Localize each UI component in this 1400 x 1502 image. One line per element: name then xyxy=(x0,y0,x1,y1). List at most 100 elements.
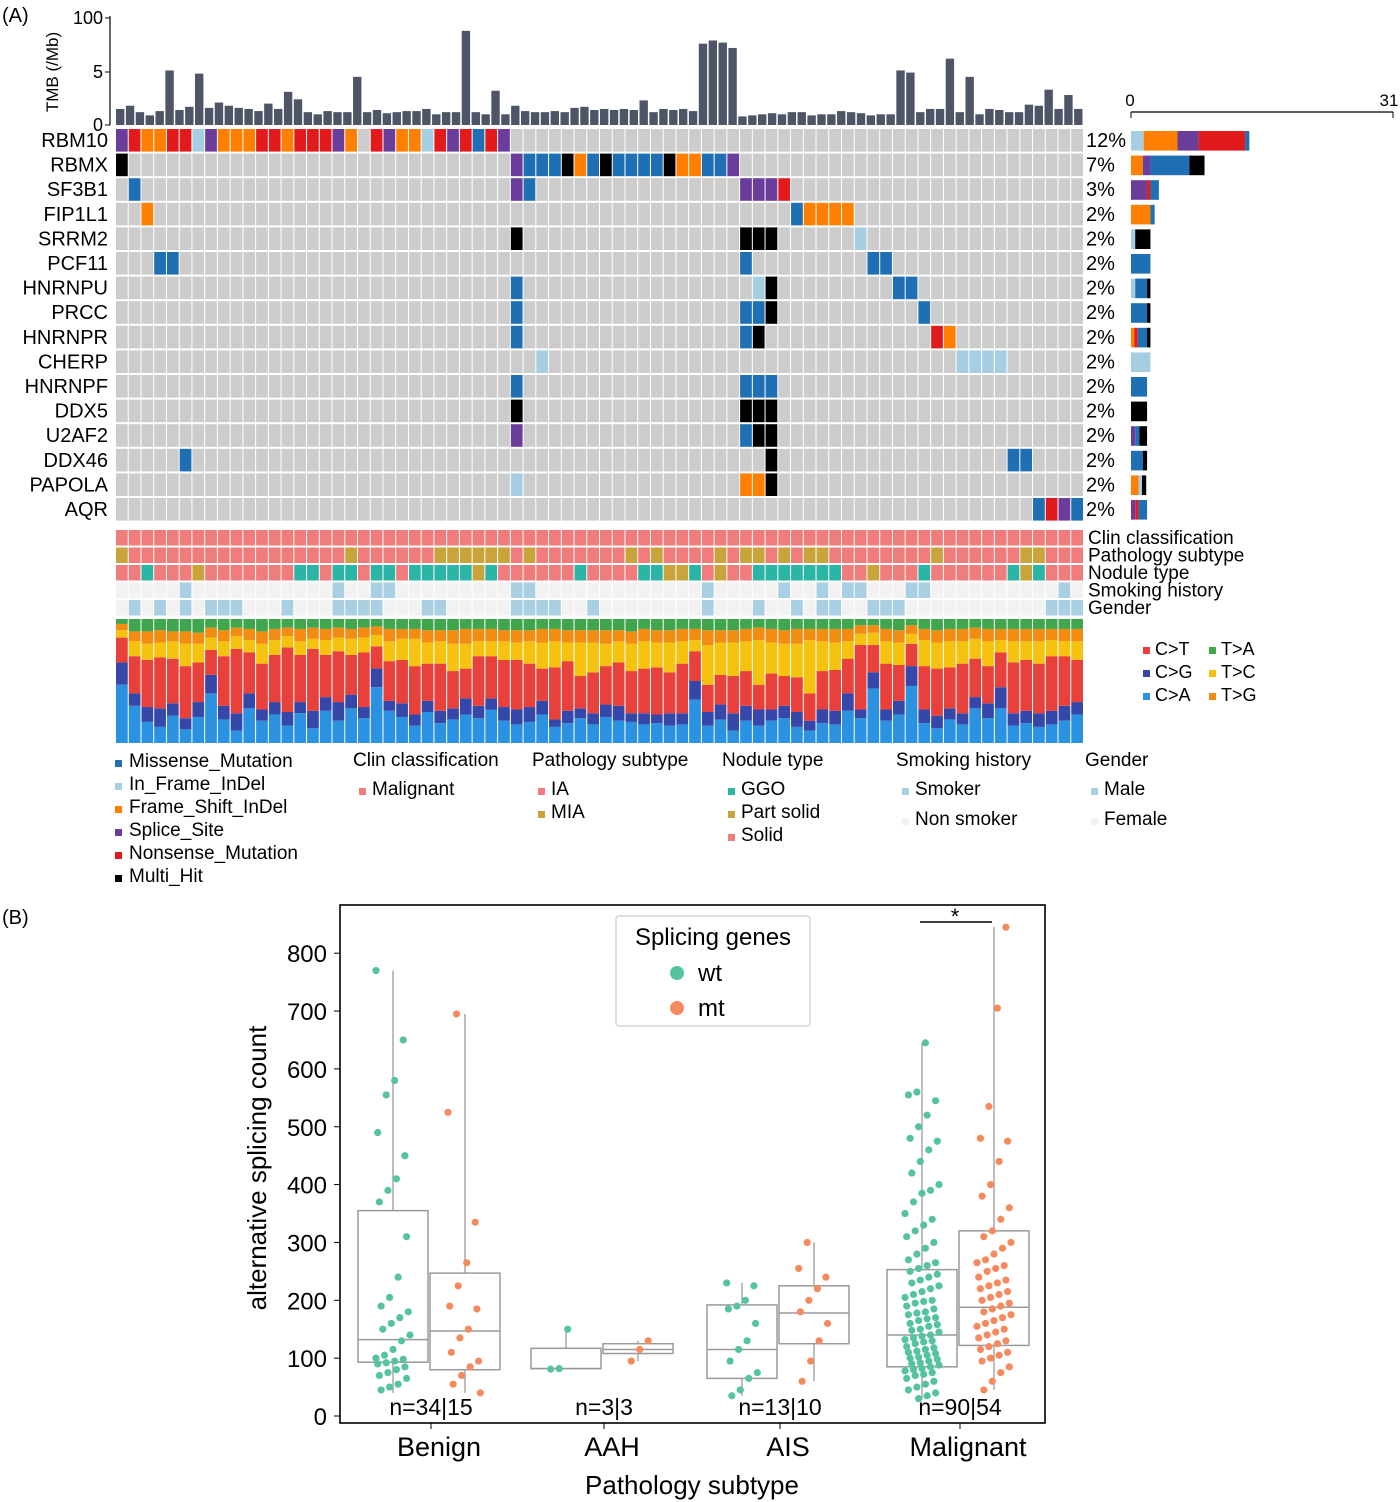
empty-cell xyxy=(600,301,612,324)
empty-cell xyxy=(765,498,778,521)
clinical-cell xyxy=(345,582,357,598)
spectrum-segment xyxy=(600,619,612,631)
clinical-cell xyxy=(791,530,803,546)
count-axis-max: 31 xyxy=(1380,91,1399,110)
empty-cell xyxy=(880,202,892,226)
data-point xyxy=(1005,1204,1013,1212)
tmb-bar xyxy=(600,108,609,125)
empty-cell xyxy=(612,448,625,472)
clinical-cell xyxy=(1071,565,1083,581)
substitution-label: T>C xyxy=(1221,662,1256,682)
spectrum-segment xyxy=(982,619,994,629)
spectrum-segment xyxy=(421,630,434,643)
clinical-cell xyxy=(892,547,905,563)
empty-cell xyxy=(434,424,447,447)
empty-cell xyxy=(918,448,931,472)
empty-cell xyxy=(421,424,434,447)
spectrum-segment xyxy=(268,619,281,629)
mutation-cell xyxy=(459,129,472,152)
spectrum-segment xyxy=(192,643,205,663)
spectrum-segment xyxy=(192,702,205,717)
clinical-cell xyxy=(319,565,332,581)
tmb-bar xyxy=(303,112,313,125)
empty-cell xyxy=(116,202,128,226)
empty-cell xyxy=(650,350,663,373)
mutation-cell xyxy=(587,153,599,177)
mutation-cell xyxy=(510,227,523,250)
gene-percent: 3% xyxy=(1086,179,1115,201)
data-point xyxy=(928,1337,936,1345)
empty-cell xyxy=(281,301,294,324)
spectrum-segment xyxy=(892,619,905,631)
spectrum-segment xyxy=(561,619,574,631)
empty-cell xyxy=(370,375,383,398)
empty-cell xyxy=(281,399,294,423)
empty-cell xyxy=(116,424,128,447)
clinical-cell xyxy=(969,547,982,563)
empty-cell xyxy=(179,202,192,226)
empty-cell xyxy=(803,448,816,472)
empty-cell xyxy=(383,498,396,521)
empty-cell xyxy=(956,178,969,201)
clinical-cell xyxy=(816,530,829,546)
empty-cell xyxy=(587,473,599,496)
spectrum-segment xyxy=(510,709,523,725)
empty-cell xyxy=(230,424,243,447)
empty-cell xyxy=(1058,252,1071,275)
clinical-cell xyxy=(523,547,536,563)
data-point xyxy=(990,1250,998,1258)
empty-cell xyxy=(803,399,816,423)
empty-cell xyxy=(752,202,765,226)
empty-cell xyxy=(243,153,256,177)
empty-cell xyxy=(230,227,243,250)
empty-cell xyxy=(281,375,294,398)
spectrum-segment xyxy=(638,724,650,743)
empty-cell xyxy=(842,448,854,472)
data-point xyxy=(401,1152,409,1160)
tmb-tick-100: 100 xyxy=(73,8,103,28)
spectrum-segment xyxy=(166,703,179,716)
empty-cell xyxy=(268,424,281,447)
mutation-cell xyxy=(332,129,345,152)
data-point xyxy=(993,1279,1002,1287)
empty-cell xyxy=(459,252,472,275)
empty-cell xyxy=(447,178,459,201)
empty-cell xyxy=(294,178,307,201)
spectrum-segment xyxy=(689,681,701,700)
spectrum-segment xyxy=(256,643,268,664)
empty-cell xyxy=(918,153,931,177)
data-point xyxy=(466,1363,474,1371)
empty-cell xyxy=(523,129,536,152)
empty-cell xyxy=(332,178,345,201)
data-point xyxy=(386,1293,394,1302)
empty-cell xyxy=(116,448,128,472)
tmb-bar xyxy=(688,111,698,125)
clinical-cell xyxy=(1071,530,1083,546)
empty-cell xyxy=(1058,301,1071,324)
empty-cell xyxy=(485,448,498,472)
empty-cell xyxy=(549,301,561,324)
clinical-cell xyxy=(803,547,816,563)
empty-cell xyxy=(638,276,650,300)
variant-swatch xyxy=(115,806,122,813)
data-point xyxy=(973,1259,981,1267)
empty-cell xyxy=(943,498,956,521)
spectrum-segment xyxy=(714,642,727,675)
empty-cell xyxy=(752,153,765,177)
tmb-bar xyxy=(787,112,797,125)
empty-cell xyxy=(396,325,408,349)
tmb-bar xyxy=(1044,89,1053,125)
empty-cell xyxy=(459,473,472,496)
empty-cell xyxy=(192,448,205,472)
empty-cell xyxy=(918,129,931,152)
spectrum-segment xyxy=(166,715,179,743)
empty-cell xyxy=(281,350,294,373)
spectrum-segment xyxy=(600,716,612,743)
spectrum-segment xyxy=(523,619,536,631)
spectrum-segment xyxy=(294,654,307,703)
spectrum-segment xyxy=(625,721,638,743)
empty-cell xyxy=(701,375,714,398)
data-point xyxy=(1007,1238,1015,1247)
empty-cell xyxy=(383,178,396,201)
spectrum-segment xyxy=(714,630,727,643)
